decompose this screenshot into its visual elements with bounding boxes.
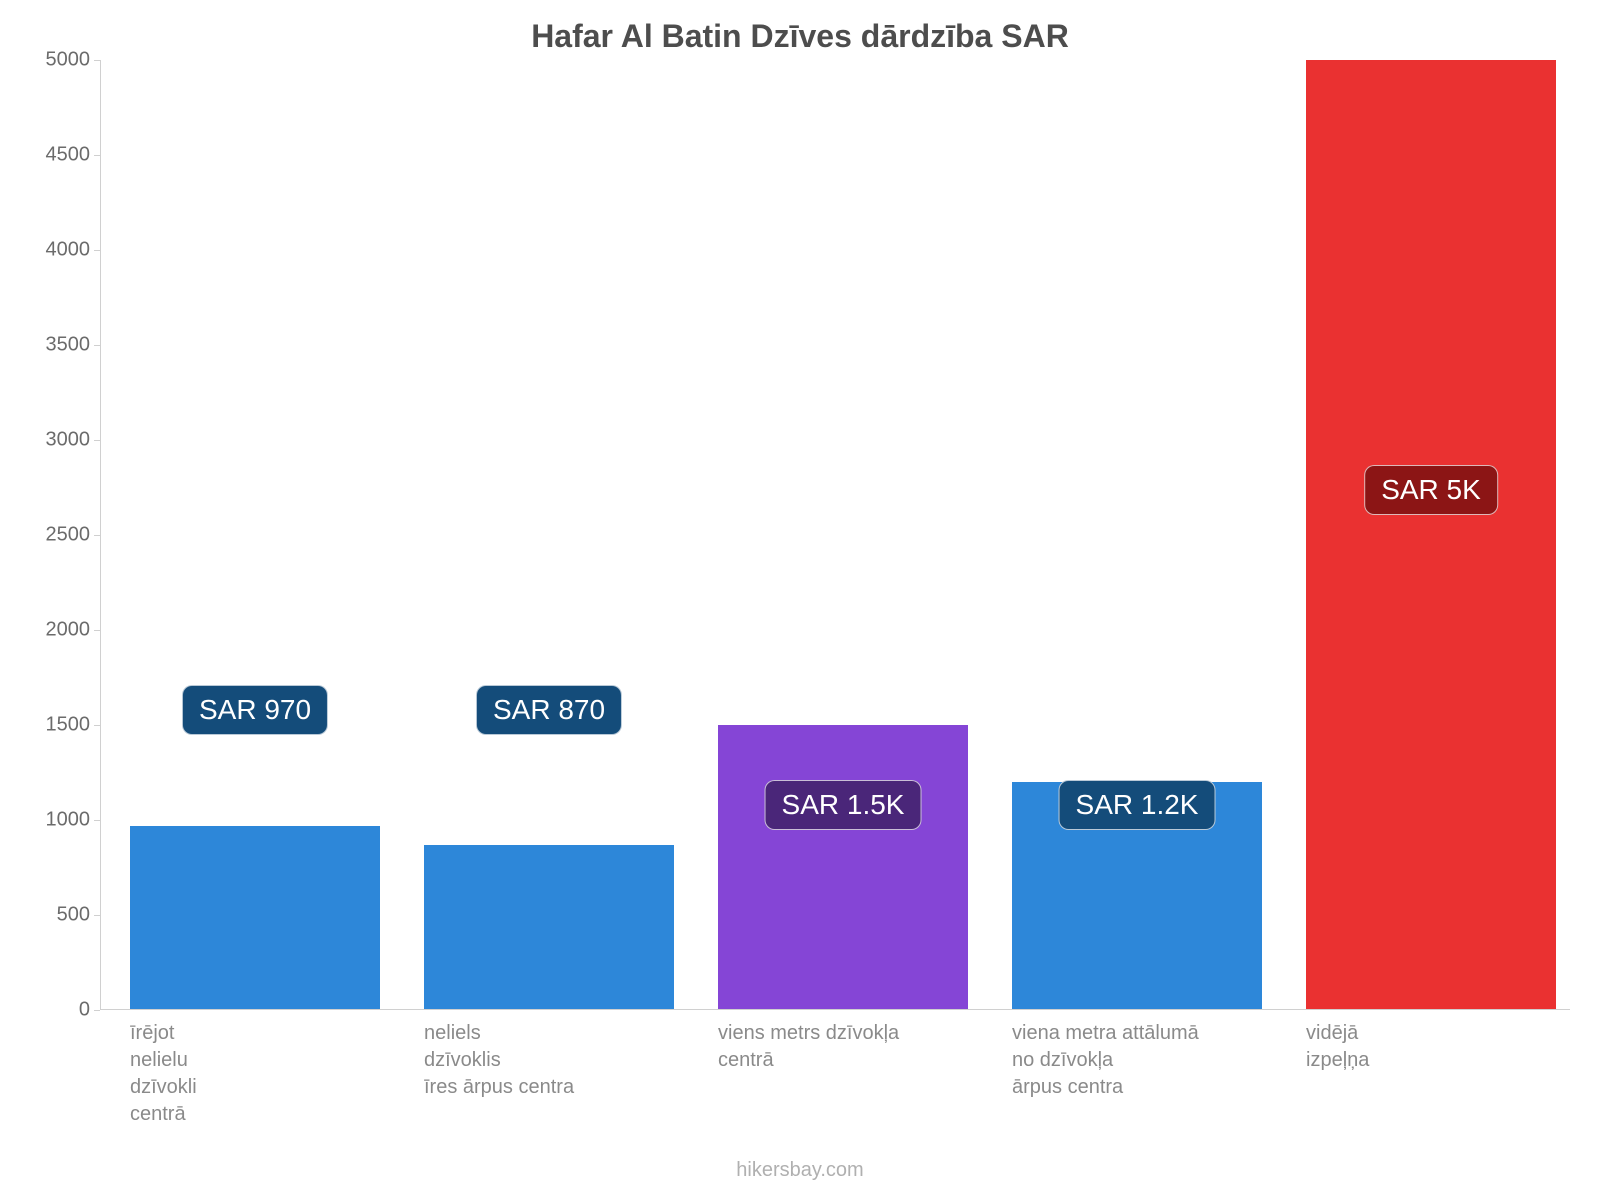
y-axis [100, 60, 101, 1010]
value-badge: SAR 970 [182, 685, 328, 735]
ytick-line [94, 820, 100, 821]
ytick-line [94, 60, 100, 61]
ytick-label: 2500 [30, 524, 90, 547]
ytick-label: 2000 [30, 619, 90, 642]
bar [1306, 60, 1556, 1009]
ytick-line [94, 1010, 100, 1011]
x-category-label: īrējot nelielu dzīvokli centrā [130, 1020, 380, 1128]
ytick-line [94, 345, 100, 346]
ytick-label: 3500 [30, 334, 90, 357]
ytick-label: 500 [30, 904, 90, 927]
ytick-line [94, 440, 100, 441]
ytick-label: 3000 [30, 429, 90, 452]
ytick-line [94, 535, 100, 536]
ytick-line [94, 155, 100, 156]
ytick-label: 4500 [30, 144, 90, 167]
x-category-label: vidējā izpeļņa [1306, 1020, 1556, 1074]
ytick-label: 1500 [30, 714, 90, 737]
ytick-line [94, 725, 100, 726]
chart-container: Hafar Al Batin Dzīves dārdzība SAR 05001… [0, 0, 1600, 1200]
x-category-label: neliels dzīvoklis īres ārpus centra [424, 1020, 674, 1101]
ytick-line [94, 915, 100, 916]
value-badge: SAR 870 [476, 685, 622, 735]
value-badge: SAR 5K [1364, 465, 1498, 515]
credit-text: hikersbay.com [0, 1159, 1600, 1182]
ytick-label: 5000 [30, 49, 90, 72]
ytick-label: 0 [30, 999, 90, 1022]
bar [424, 845, 674, 1009]
ytick-label: 4000 [30, 239, 90, 262]
value-badge: SAR 1.2K [1059, 780, 1216, 830]
ytick-line [94, 630, 100, 631]
bar [718, 725, 968, 1009]
x-category-label: viens metrs dzīvokļa centrā [718, 1020, 968, 1074]
ytick-line [94, 250, 100, 251]
x-category-label: viena metra attālumā no dzīvokļa ārpus c… [1012, 1020, 1262, 1101]
x-axis [100, 1009, 1570, 1010]
chart-title: Hafar Al Batin Dzīves dārdzība SAR [0, 18, 1600, 55]
ytick-label: 1000 [30, 809, 90, 832]
value-badge: SAR 1.5K [765, 780, 922, 830]
bar [130, 826, 380, 1009]
plot-area: 0500100015002000250030003500400045005000… [100, 60, 1570, 1010]
